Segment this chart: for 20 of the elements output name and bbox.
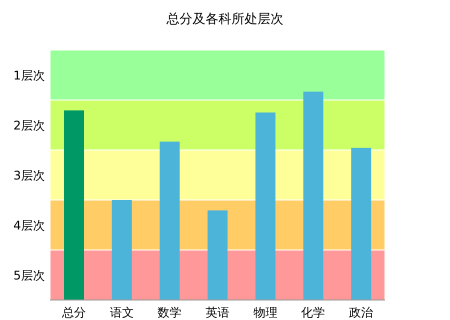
- x-tick-label: 数学: [158, 306, 182, 320]
- x-tick-label: 语文: [110, 306, 134, 320]
- x-tick-label: 化学: [301, 306, 326, 320]
- bar: [64, 110, 84, 300]
- band-label: 2层次: [13, 118, 45, 132]
- bar: [160, 142, 180, 300]
- band-label: 1层次: [13, 68, 45, 82]
- x-tick-label: 政治: [349, 306, 374, 320]
- band-label: 3层次: [13, 168, 45, 182]
- bar: [208, 210, 228, 300]
- bar: [112, 200, 132, 300]
- x-tick-label: 总分: [60, 306, 86, 320]
- bar: [351, 148, 372, 300]
- band-label: 5层次: [13, 268, 45, 282]
- x-tick-label: 英语: [206, 306, 230, 320]
- band-label: 4层次: [13, 218, 45, 232]
- bar: [303, 92, 324, 300]
- x-tick-label: 物理: [253, 306, 278, 320]
- chart-title: 总分及各科所处层次: [166, 11, 284, 28]
- bar: [255, 112, 276, 300]
